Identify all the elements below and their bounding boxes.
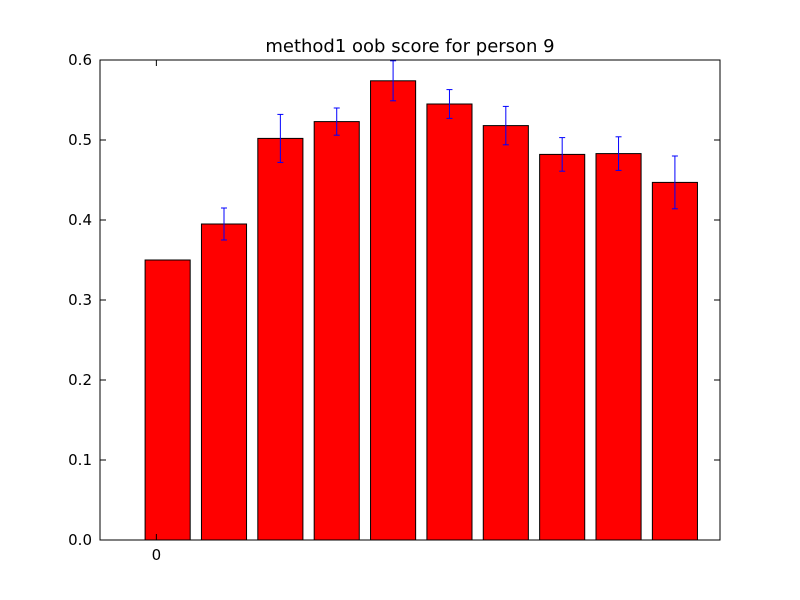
x-tick-label-0: 0 (152, 546, 162, 564)
y-tick-label-2: 0.2 (68, 371, 92, 389)
y-tick-label-5: 0.5 (68, 131, 92, 149)
y-tick-label-6: 0.6 (68, 51, 92, 69)
bar-8 (595, 153, 642, 541)
bar-7 (539, 153, 586, 541)
bars-group (144, 80, 698, 541)
y-tick-label-3: 0.3 (68, 291, 92, 309)
errorbar-8 (615, 136, 622, 171)
errorbar-1 (221, 207, 227, 241)
y-tick-label-0: 0.0 (68, 531, 92, 549)
y-axis: 0.0 0.1 0.2 0.3 0.4 0.5 0.6 (68, 51, 720, 549)
bar-5 (426, 103, 473, 541)
x-axis: 0 (152, 60, 162, 564)
errorbar-4 (390, 60, 397, 102)
errorbar-2 (277, 113, 284, 163)
plot-area: 0.0 0.1 0.2 0.3 0.4 0.5 0.6 0 (68, 51, 721, 564)
y-tick-label-4: 0.4 (68, 211, 92, 229)
errorbars-group (221, 60, 678, 241)
bar-3 (313, 121, 360, 541)
bar-0 (144, 259, 191, 541)
errorbar-5 (446, 89, 453, 119)
errorbar-9 (671, 155, 678, 210)
y-tick-label-1: 0.1 (68, 451, 92, 469)
errorbar-7 (559, 137, 566, 172)
bar-4 (370, 80, 417, 541)
bar-9 (651, 181, 698, 541)
bar-1 (200, 223, 248, 541)
chart-title: method1 oob score for person 9 (265, 36, 554, 57)
bar-2 (257, 137, 304, 541)
bar-6 (482, 125, 529, 541)
errorbar-3 (333, 107, 340, 136)
errorbar-6 (502, 105, 509, 146)
